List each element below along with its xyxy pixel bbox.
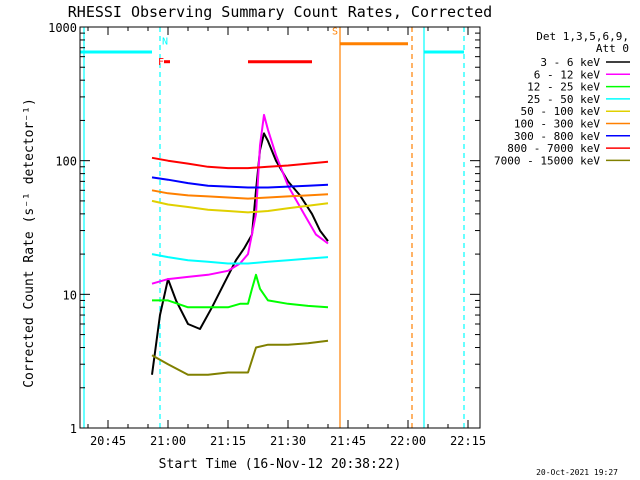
- x-tick-label-6: 22:15: [450, 434, 486, 448]
- series-line-4: [151, 199, 329, 214]
- series-line-2: [152, 273, 329, 309]
- legend-label-0: 3 - 6 keV: [540, 56, 600, 69]
- legend-label-5: 100 - 300 keV: [514, 118, 600, 131]
- flag-label-f: F: [158, 57, 164, 68]
- series-line-0: [151, 132, 329, 375]
- flag-label-s: S: [332, 26, 338, 37]
- timestamp: 20-Oct-2021 19:27: [536, 468, 618, 477]
- series-line-3: [151, 253, 329, 265]
- legend-label-4: 50 - 100 keV: [521, 105, 601, 118]
- flag-label-n: N: [162, 36, 168, 47]
- chart-title: RHESSI Observing Summary Count Rates, Co…: [68, 3, 492, 21]
- x-tick-label-3: 21:30: [270, 434, 306, 448]
- legend-label-6: 300 - 800 keV: [514, 130, 600, 143]
- x-tick-label-4: 21:45: [330, 434, 366, 448]
- x-tick-label-2: 21:15: [210, 434, 246, 448]
- x-tick-label-1: 21:00: [150, 434, 186, 448]
- x-tick-label-0: 20:45: [90, 434, 126, 448]
- legend-label-3: 25 - 50 keV: [527, 93, 600, 106]
- y-tick-label-1: 10: [63, 288, 77, 302]
- series-line-1: [151, 113, 329, 285]
- legend-title-line-1: Det 1,3,5,6,9,: [536, 30, 629, 43]
- y-tick-label-2: 100: [55, 155, 77, 169]
- legend-title-line-2: Att 0: [596, 42, 629, 55]
- plot-frame: [79, 26, 481, 429]
- series-line-7: [151, 156, 329, 170]
- series-line-5: [151, 189, 329, 200]
- legend-label-7: 800 - 7000 keV: [507, 142, 600, 155]
- legend-label-1: 6 - 12 keV: [534, 68, 601, 81]
- plot-data: NF S: [80, 26, 465, 428]
- plot-axes: 20:45 21:00 21:15 21:30 21:45 22:00 22:15 1 10 10…: [48, 21, 486, 448]
- x-tick-label-5: 22:00: [390, 434, 426, 448]
- series-line-6: [151, 176, 329, 189]
- series-line-8: [151, 339, 329, 376]
- y-axis-label: Corrected Count Rate (s⁻¹ detector⁻¹): [22, 98, 37, 388]
- legend-label-2: 12 - 25 keV: [527, 81, 600, 94]
- legend-label-8: 7000 - 15000 keV: [494, 154, 600, 167]
- y-tick-label-3: 1000: [48, 21, 77, 35]
- y-tick-label-0: 1: [70, 422, 77, 436]
- x-axis-label: Start Time (16-Nov-12 20:38:22): [159, 457, 402, 472]
